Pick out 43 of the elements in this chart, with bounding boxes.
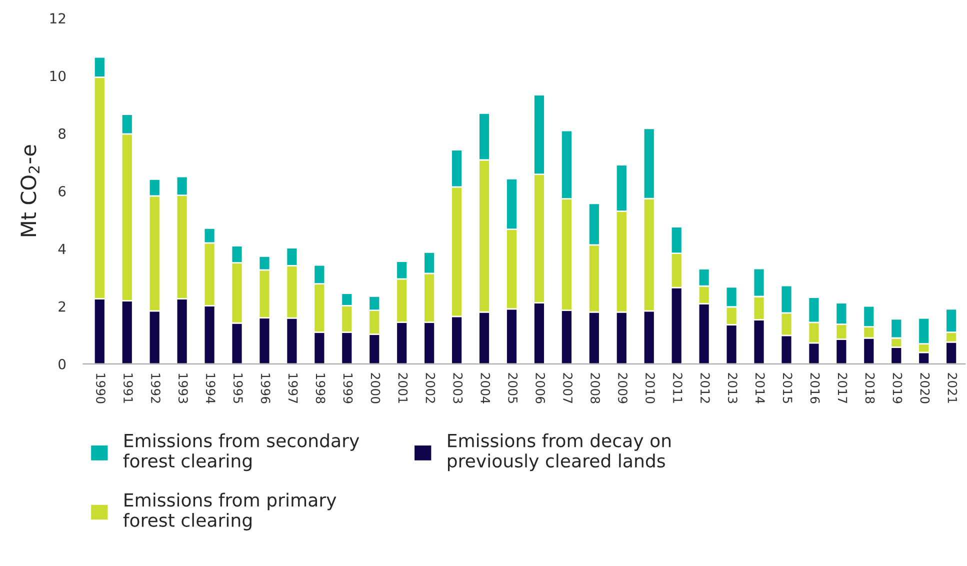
x-tick-label: 2017 (838, 373, 848, 404)
legend-label: Emissions from secondary forest clearing (123, 433, 360, 472)
legend-label: Emissions from primary forest clearing (123, 492, 336, 530)
x-tick-label: 2020 (920, 373, 930, 404)
x-tick-label: 2009 (618, 373, 628, 404)
x-tick-label: 1995 (233, 374, 243, 403)
x-tick-label: 2013 (728, 373, 738, 404)
x-tick-label: 2000 (370, 373, 380, 404)
x-tick-label: 1996 (260, 374, 270, 404)
y-tick-label: 12 (50, 13, 66, 24)
x-tick-label: 2005 (508, 373, 518, 403)
y-tick-label: 10 (50, 70, 66, 82)
x-tick-label: 1997 (288, 374, 298, 404)
x-tick-label: 2015 (782, 373, 792, 403)
x-tick-label: 2014 (755, 373, 765, 404)
legend-label: Emissions from decay on previously cleared lands (448, 433, 671, 472)
x-tick-label: 1999 (343, 374, 353, 404)
x-tick-label: 1991 (123, 374, 133, 403)
x-tick-label: 1994 (206, 374, 216, 404)
x-tick-label: 2018 (865, 373, 875, 404)
x-tick-label: 2006 (536, 373, 546, 404)
y-tick-label: 2 (58, 301, 66, 312)
y-tick-label: 8 (58, 128, 66, 139)
y-tick-label: 4 (58, 244, 66, 254)
x-tick-label: 1998 (316, 374, 326, 404)
x-tick-label: 1993 (178, 374, 188, 404)
x-tick-label: 2016 (810, 373, 820, 404)
x-tick-label: 2021 (948, 373, 958, 403)
x-tick-label: 2019 (892, 373, 902, 404)
x-tick-label: 2001 (398, 373, 408, 403)
x-tick-label: 2004 (480, 373, 490, 404)
x-tick-label: 2003 (453, 373, 463, 404)
y-tick-label: 6 (58, 186, 66, 196)
y-tick-label: 0 (58, 358, 66, 370)
x-tick-label: 1990 (96, 374, 106, 404)
x-tick-label: 2008 (590, 373, 600, 404)
y-axis-title: Mt CO$_{2}$-e (20, 145, 40, 236)
x-tick-label: 1992 (150, 374, 160, 403)
x-tick-label: 2011 (672, 373, 682, 403)
x-tick-label: 2010 (645, 373, 655, 404)
x-tick-label: 2002 (426, 373, 436, 403)
x-tick-label: 2007 (563, 373, 573, 404)
x-tick-label: 2012 (700, 373, 710, 403)
